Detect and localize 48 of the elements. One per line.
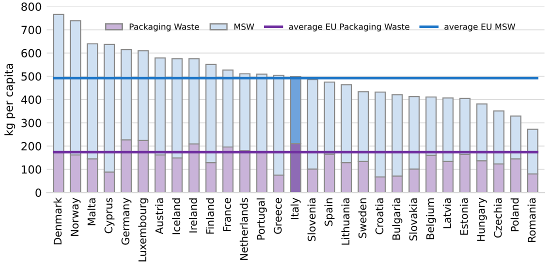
y-tick-label: 300 [22,118,42,128]
y-tick-label: 100 [22,165,42,174]
x-tick-label: Malta [87,198,96,226]
x-tick-label: France [223,198,231,232]
x-tick-label: Cyprus [104,198,114,234]
y-tick-label: 800 [21,2,42,11]
x-tick-label: Norway [70,198,81,236]
x-tick-label: Czechia [494,198,502,238]
bar [256,152,268,193]
legend-label: MSW [234,24,254,30]
y-tick-label: 400 [21,96,42,104]
x-tick-label: Sweden [358,198,366,238]
x-tick-label: Denmark [54,197,62,244]
x-tick-label: Estonia [460,198,468,235]
x-tick-label: Portugal [256,198,267,240]
y-tick-label: 700 [22,26,42,34]
x-tick-label: Ireland [189,198,198,232]
y-tick-label: 0 [36,188,42,197]
legend-label: Packaging Waste [130,23,200,32]
bar [52,152,64,193]
x-tick-label: Romania [528,198,536,242]
y-tick-label: 600 [21,49,42,58]
x-tick-label: Hungary [477,198,487,241]
x-tick-label: Belgium [426,198,436,240]
x-tick-label: Italy [290,198,301,220]
y-axis-title: kg per capita [4,64,16,136]
x-tick-label: Latvia [442,198,452,228]
x-tick-label: Finland [206,198,214,234]
y-tick-label: 500 [22,72,42,81]
bar [239,73,250,152]
x-tick-label: Iceland [172,198,180,234]
x-tick-label: Bulgaria [392,198,402,240]
x-tick-label: Austria [155,198,164,234]
x-tick-label: Greece [274,198,282,234]
x-tick-label: Lithuania [341,198,350,245]
x-tick-label: Luxembourg [138,198,148,262]
x-tick-label: Slovenia [308,198,316,242]
bar [52,14,64,153]
y-tick-label: 200 [21,142,42,150]
x-tick-label: Netherlands [240,198,248,260]
x-tick-label: Slovakia [409,198,418,240]
x-tick-label: Croatia [375,198,384,234]
legend-label: average EU MSW [444,24,516,32]
x-tick-label: Spain [324,198,335,226]
x-tick-label: Poland [510,198,519,232]
legend-label: average EU Packaging Waste [289,23,410,32]
x-tick-label: Germany [121,198,132,245]
bar [256,74,268,153]
